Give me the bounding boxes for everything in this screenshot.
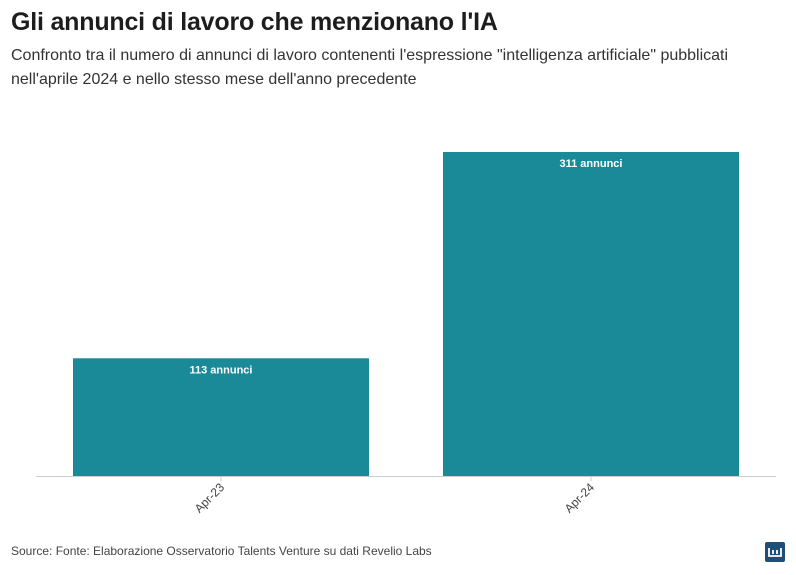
bar [73,358,369,476]
chart-title: Gli annunci di lavoro che menzionano l'I… [11,8,498,36]
x-tick-label: Apr-24 [562,480,598,516]
source-note: Source: Fonte: Elaborazione Osservatorio… [11,544,432,558]
x-tick-label: Apr-23 [192,480,228,516]
bar [443,152,739,476]
chart-subtitle: Confronto tra il numero di annunci di la… [11,47,729,88]
datawrapper-logo-icon[interactable] [765,542,785,562]
bar-value-label: 311 annunci [560,158,623,170]
bar-chart: 113 annunci Apr-23 311 annunci Apr-24 [36,152,776,516]
bar-value-label: 113 annunci [190,364,253,376]
